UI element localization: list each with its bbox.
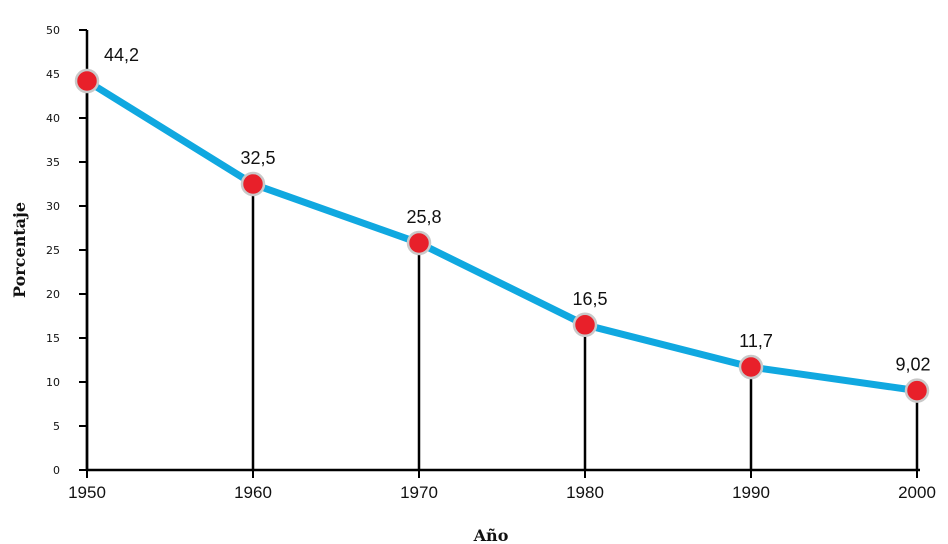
y-tick-label: 15 bbox=[46, 332, 60, 345]
data-label: 44,2 bbox=[104, 45, 139, 65]
data-point bbox=[738, 354, 764, 380]
data-point bbox=[406, 230, 432, 256]
y-tick-label: 25 bbox=[46, 244, 60, 257]
data-label: 25,8 bbox=[406, 207, 441, 227]
y-tick-label: 10 bbox=[46, 376, 60, 389]
y-tick-label: 50 bbox=[46, 24, 60, 37]
x-tick-label: 2000 bbox=[898, 483, 936, 502]
x-tick-label: 1960 bbox=[234, 483, 272, 502]
data-label: 11,7 bbox=[739, 331, 773, 351]
data-label: 9,02 bbox=[895, 355, 930, 375]
x-tick-label: 1980 bbox=[566, 483, 604, 502]
y-tick-label: 30 bbox=[46, 200, 60, 213]
x-tick-label: 1950 bbox=[68, 483, 106, 502]
x-tick-label: 1990 bbox=[732, 483, 770, 502]
data-point bbox=[572, 312, 598, 338]
data-point bbox=[240, 171, 266, 197]
y-tick-label: 0 bbox=[53, 464, 60, 477]
y-tick-label: 35 bbox=[46, 156, 60, 169]
y-tick-label: 20 bbox=[46, 288, 60, 301]
data-label: 32,5 bbox=[240, 148, 275, 168]
y-axis-title: Porcentaje bbox=[10, 202, 29, 298]
x-tick-label: 1970 bbox=[400, 483, 438, 502]
data-label: 16,5 bbox=[572, 289, 607, 309]
series-line bbox=[83, 77, 921, 395]
data-point bbox=[904, 378, 930, 403]
data-point bbox=[74, 68, 100, 94]
y-tick-label: 45 bbox=[46, 68, 60, 81]
x-axis-title: Año bbox=[473, 526, 509, 544]
y-tick-label: 40 bbox=[46, 112, 60, 125]
y-tick-label: 5 bbox=[53, 420, 60, 433]
